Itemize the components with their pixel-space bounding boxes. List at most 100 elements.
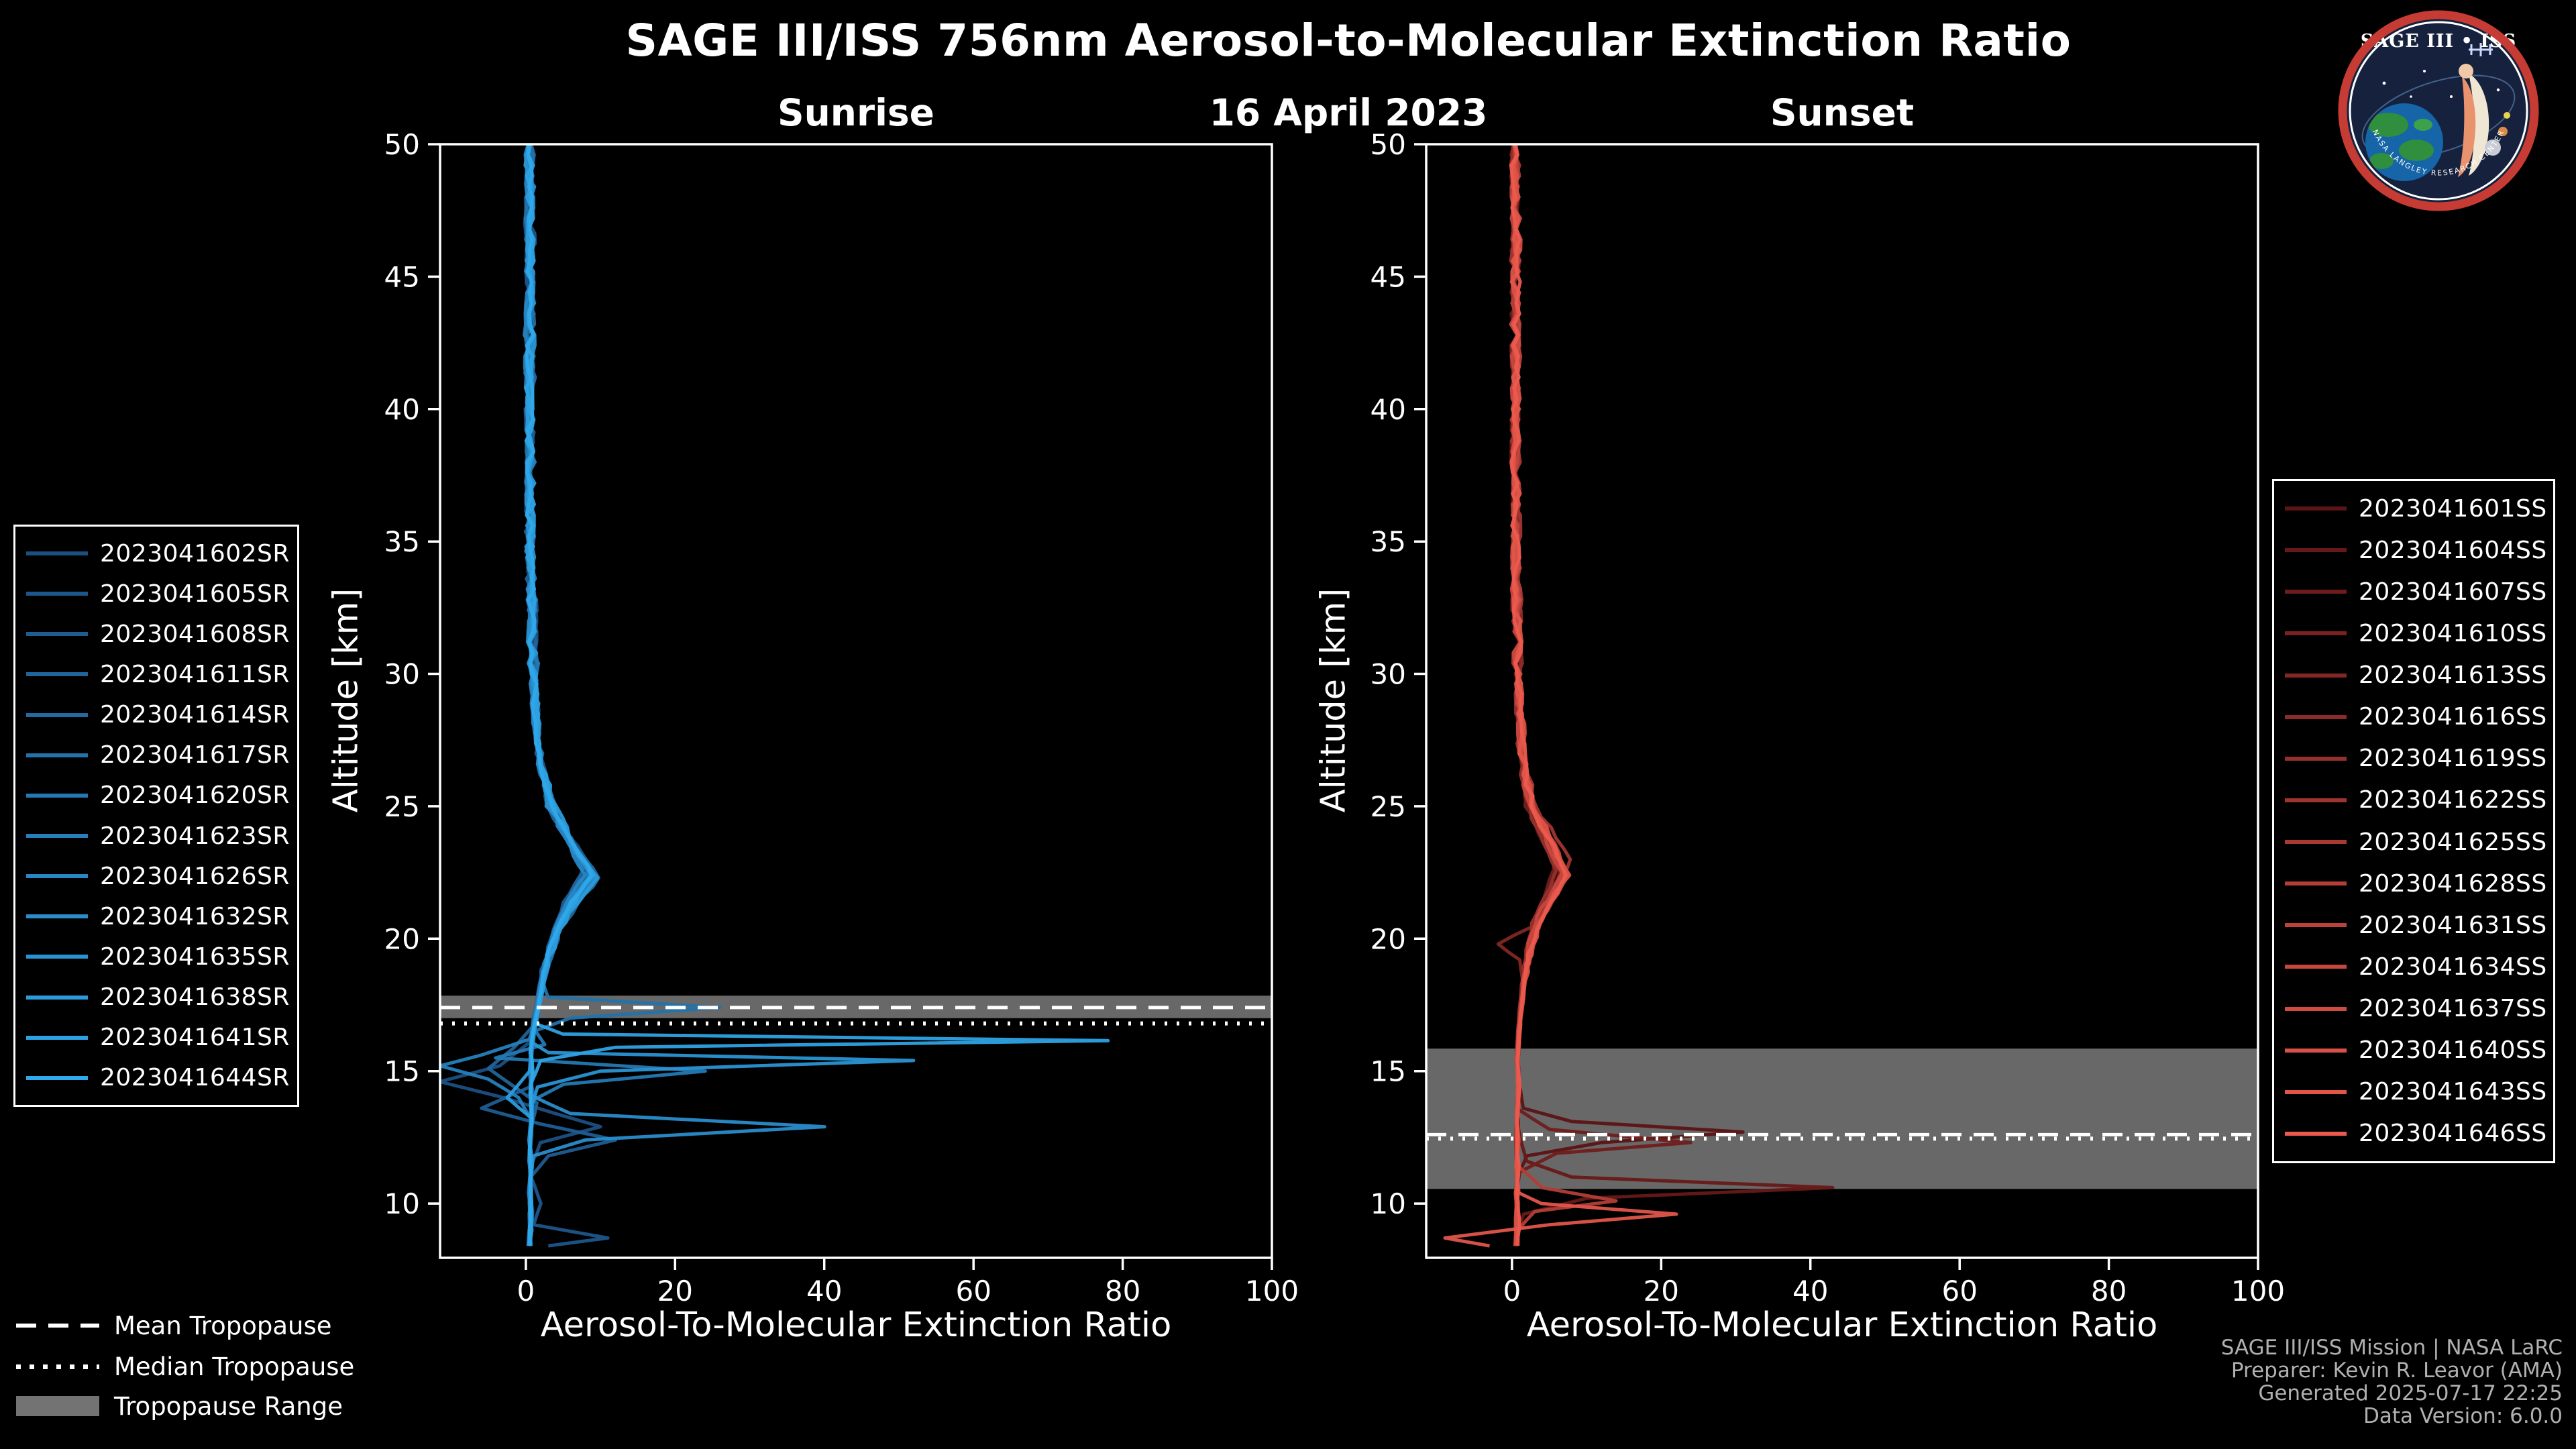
- legend-series-label: 2023041617SR: [100, 741, 290, 769]
- sunset-panel-title: Sunset: [1770, 91, 1915, 134]
- legend-line-sample: [2285, 881, 2347, 886]
- legend-item: 2023041607SS: [2285, 578, 2546, 606]
- legend-series-label: 2023041601SS: [2359, 494, 2547, 523]
- legend-item: 2023041616SS: [2285, 703, 2546, 731]
- logo-inner-ring: [2349, 21, 2528, 201]
- x-axis-tick-label: 60: [1941, 1275, 1977, 1307]
- y-axis-tick-label: 35: [384, 525, 420, 558]
- y-axis-tick-label: 30: [1371, 658, 1406, 691]
- legend-series-label: 2023041646SS: [2359, 1120, 2547, 1148]
- legend-series-label: 2023041634SS: [2359, 953, 2547, 981]
- y-axis-tick-label: 20: [1371, 922, 1406, 955]
- y-axis-tick-label: 25: [1371, 790, 1406, 823]
- tropopause-range-band: [1426, 1049, 2258, 1189]
- y-axis-tick-label: 40: [1371, 393, 1406, 426]
- x-axis-tick-label: 60: [955, 1275, 991, 1307]
- legend-line-sample: [26, 753, 88, 757]
- sunrise-y-axis-label: Altitude [km]: [326, 588, 366, 813]
- legend-series-label: 2023041614SR: [100, 701, 290, 729]
- y-axis-tick-label: 20: [384, 922, 420, 955]
- legend-item: 2023041604SS: [2285, 537, 2546, 564]
- series-line: [525, 144, 594, 1246]
- legend-item: 2023041617SR: [26, 741, 289, 769]
- legend-line-sample: [26, 672, 88, 677]
- legend-line-sample: [26, 955, 88, 959]
- y-axis-tick-label: 40: [384, 393, 420, 426]
- y-axis-tick-label: 10: [384, 1187, 420, 1220]
- legend-series-label: 2023041641SR: [100, 1024, 290, 1052]
- legend-series-label: 2023041605SR: [100, 580, 290, 608]
- legend-item: 2023041619SS: [2285, 745, 2546, 772]
- x-axis-tick-label: 40: [806, 1275, 842, 1307]
- series-group: [1443, 144, 1835, 1248]
- x-axis-tick-label: 80: [1105, 1275, 1140, 1307]
- sunrise-series-legend: 2023041602SR 2023041605SR 2023041608SR 2023…: [13, 525, 299, 1107]
- legend-series-label: 2023041613SS: [2359, 661, 2547, 690]
- x-axis-tick-label: 40: [1792, 1275, 1828, 1307]
- legend-line-sample: [2285, 1089, 2347, 1094]
- legend-line-sample: [26, 712, 88, 717]
- legend-line-sample: [2285, 506, 2347, 511]
- series-group: [440, 144, 1110, 1248]
- legend-series-label: 2023041604SS: [2359, 536, 2547, 564]
- legend-mean-tropopause: Mean Tropopause: [16, 1309, 332, 1342]
- legend-line-sample: [2285, 631, 2347, 636]
- x-axis-tick-label: 80: [2091, 1275, 2127, 1307]
- credit-data-version: Data Version: 6.0.0: [2363, 1404, 2563, 1428]
- series-line: [525, 144, 826, 1246]
- legend-line-sample: [2285, 965, 2347, 969]
- dashed-line-sample: [16, 1324, 99, 1328]
- legend-series-label: 2023041602SR: [100, 539, 290, 568]
- iss-icon: [2469, 43, 2493, 56]
- y-axis-tick-label: 25: [384, 790, 420, 823]
- legend-series-label: 2023041607SS: [2359, 578, 2547, 606]
- legend-series-label: 2023041622SS: [2359, 786, 2547, 814]
- y-axis-tick-label: 15: [384, 1055, 420, 1088]
- series-line: [523, 144, 916, 1246]
- series-line: [524, 144, 722, 1246]
- legend-line-sample: [26, 1075, 88, 1080]
- legend-series-label: 2023041631SS: [2359, 911, 2547, 939]
- legend-item: 2023041622SS: [2285, 786, 2546, 814]
- x-axis-tick-label: 100: [2231, 1275, 2285, 1307]
- legend-line-sample: [26, 874, 88, 879]
- legend-item: 2023041628SS: [2285, 870, 2546, 898]
- legend-series-label: 2023041623SR: [100, 822, 290, 850]
- footer-credits: SAGE III/ISS Mission | NASA LaRC Prepare…: [2221, 1336, 2563, 1428]
- series-line: [505, 144, 600, 1246]
- planet-icon: [2498, 127, 2508, 136]
- legend-line-sample: [26, 592, 88, 596]
- legend-series-label: 2023041610SS: [2359, 619, 2547, 647]
- legend-line-sample: [26, 551, 88, 556]
- plot-border: [439, 143, 1273, 1259]
- star-dots: [2382, 70, 2500, 98]
- page-title: SAGE III/ISS 756nm Aerosol-to-Molecular …: [625, 15, 2072, 66]
- x-axis-tick-label: 100: [1245, 1275, 1299, 1307]
- legend-item: 2023041644SR: [26, 1064, 289, 1091]
- y-axis-tick-label: 50: [1371, 128, 1406, 161]
- dotted-line-sample: [16, 1364, 99, 1369]
- legend-line-sample: [2285, 673, 2347, 678]
- y-axis-tick-label: 15: [1371, 1055, 1406, 1088]
- sunset-panel: 0 20 40 60 80 100 10 15 20 25 30 35 40 45 50: [1371, 128, 2286, 1307]
- legend-line-sample: [2285, 840, 2347, 845]
- y-axis-tick-label: 10: [1371, 1187, 1406, 1220]
- x-axis-tick-label: 20: [657, 1275, 693, 1307]
- legend-series-label: 2023041611SR: [100, 660, 290, 688]
- sunset-series-legend: 2023041601SS 2023041604SS 2023041607SS 2023…: [2272, 479, 2555, 1163]
- x-axis-tick-label: 0: [1503, 1275, 1521, 1307]
- legend-tropopause-range: Tropopause Range: [16, 1390, 343, 1422]
- legend-item: 2023041614SR: [26, 701, 289, 729]
- legend-series-label: 2023041640SS: [2359, 1036, 2547, 1065]
- legend-line-sample: [26, 834, 88, 839]
- legend-item: 2023041634SS: [2285, 953, 2546, 981]
- legend-item: 2023041623SR: [26, 822, 289, 850]
- date-title: 16 April 2023: [1209, 91, 1488, 134]
- credit-mission: SAGE III/ISS Mission | NASA LaRC: [2220, 1336, 2563, 1360]
- legend-line-sample: [2285, 1131, 2347, 1136]
- legend-line-sample: [2285, 1048, 2347, 1053]
- legend-item: 2023041640SS: [2285, 1036, 2546, 1064]
- y-axis-tick-label: 45: [1371, 260, 1406, 293]
- legend-series-label: 2023041637SS: [2359, 995, 2547, 1023]
